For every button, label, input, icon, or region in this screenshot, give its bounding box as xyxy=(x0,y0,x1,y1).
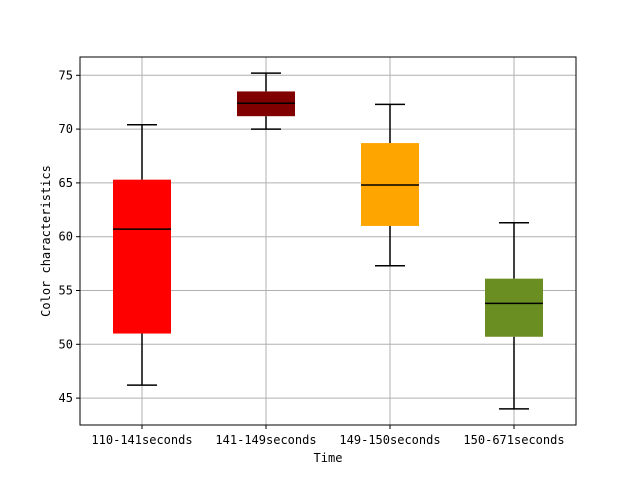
box-110-141seconds xyxy=(113,124,171,386)
y-tick-label: 50 xyxy=(59,337,73,351)
y-tick-label: 60 xyxy=(59,230,73,244)
x-tick-label: 150-671seconds xyxy=(463,433,564,447)
y-tick-label: 45 xyxy=(59,391,73,405)
y-tick-label: 70 xyxy=(59,122,73,136)
box-body xyxy=(485,278,543,337)
ticks: 45 50 55 60 65 70 75 110-141seconds 141-149secon… xyxy=(59,68,565,447)
y-tick-label: 55 xyxy=(59,283,73,297)
x-tick-label: 141-149seconds xyxy=(215,433,316,447)
box-141-149seconds xyxy=(237,72,295,130)
x-tick-label: 110-141seconds xyxy=(91,433,192,447)
y-axis-label: Color characteristics xyxy=(39,165,53,317)
y-tick-label: 75 xyxy=(59,68,73,82)
plot-frame xyxy=(79,56,577,426)
y-tick-label: 65 xyxy=(59,176,73,190)
x-axis-label: Time xyxy=(314,451,343,465)
x-tick-label: 149-150seconds xyxy=(339,433,440,447)
box-149-150seconds xyxy=(361,103,419,267)
box-150-671seconds xyxy=(485,221,543,410)
boxes xyxy=(113,72,543,410)
box-body xyxy=(113,179,171,334)
